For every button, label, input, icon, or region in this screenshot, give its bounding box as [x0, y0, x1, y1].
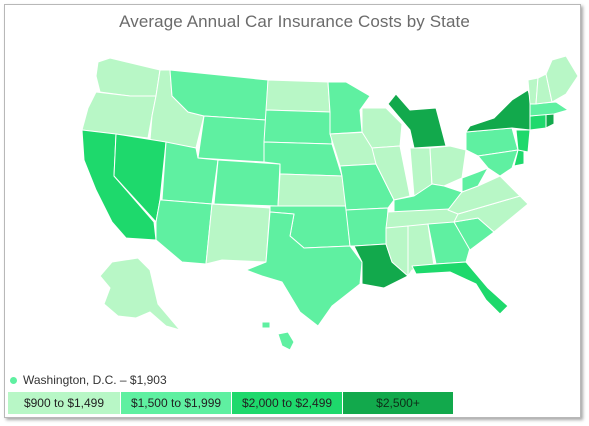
- state-WA[interactable]: [95, 57, 161, 97]
- state-AR[interactable]: [345, 207, 389, 247]
- state-KS[interactable]: [277, 173, 347, 207]
- state-WV[interactable]: [461, 167, 489, 193]
- state-MD[interactable]: [477, 149, 519, 177]
- legend-item-1: $900 to $1,499: [8, 392, 120, 414]
- state-AZ[interactable]: [155, 199, 213, 265]
- state-CO[interactable]: [213, 159, 281, 207]
- legend-item-2: $1,500 to $1,999: [121, 392, 231, 414]
- dc-note: Washington, D.C. – $1,903: [10, 373, 167, 387]
- state-ME[interactable]: [545, 55, 579, 103]
- dc-note-label: Washington, D.C. – $1,903: [23, 373, 167, 387]
- map-title: Average Annual Car Insurance Costs by St…: [119, 12, 470, 31]
- state-AK[interactable]: [99, 257, 181, 331]
- state-NY[interactable]: [465, 89, 535, 133]
- legend-item-4: $2,500+: [343, 392, 453, 414]
- legend: $900 to $1,499 $1,500 to $1,999 $2,000 t…: [8, 392, 454, 414]
- state-FL[interactable]: [411, 261, 509, 315]
- state-SD[interactable]: [263, 109, 333, 145]
- state-NJ[interactable]: [515, 129, 531, 153]
- state-MI[interactable]: [387, 93, 447, 149]
- legend-item-3: $2,000 to $2,499: [232, 392, 342, 414]
- state-WY[interactable]: [197, 115, 267, 163]
- state-OR[interactable]: [81, 91, 157, 139]
- state-HI-islands[interactable]: [261, 321, 271, 329]
- state-OH[interactable]: [429, 145, 467, 187]
- state-CT[interactable]: [529, 113, 547, 131]
- state-MS[interactable]: [385, 225, 409, 277]
- state-MN[interactable]: [327, 81, 371, 135]
- state-NM[interactable]: [205, 203, 271, 265]
- state-HI[interactable]: [277, 331, 295, 351]
- state-ND[interactable]: [265, 79, 331, 113]
- dc-dot-icon: [10, 376, 17, 384]
- state-RI[interactable]: [545, 113, 555, 129]
- state-TX[interactable]: [245, 211, 363, 327]
